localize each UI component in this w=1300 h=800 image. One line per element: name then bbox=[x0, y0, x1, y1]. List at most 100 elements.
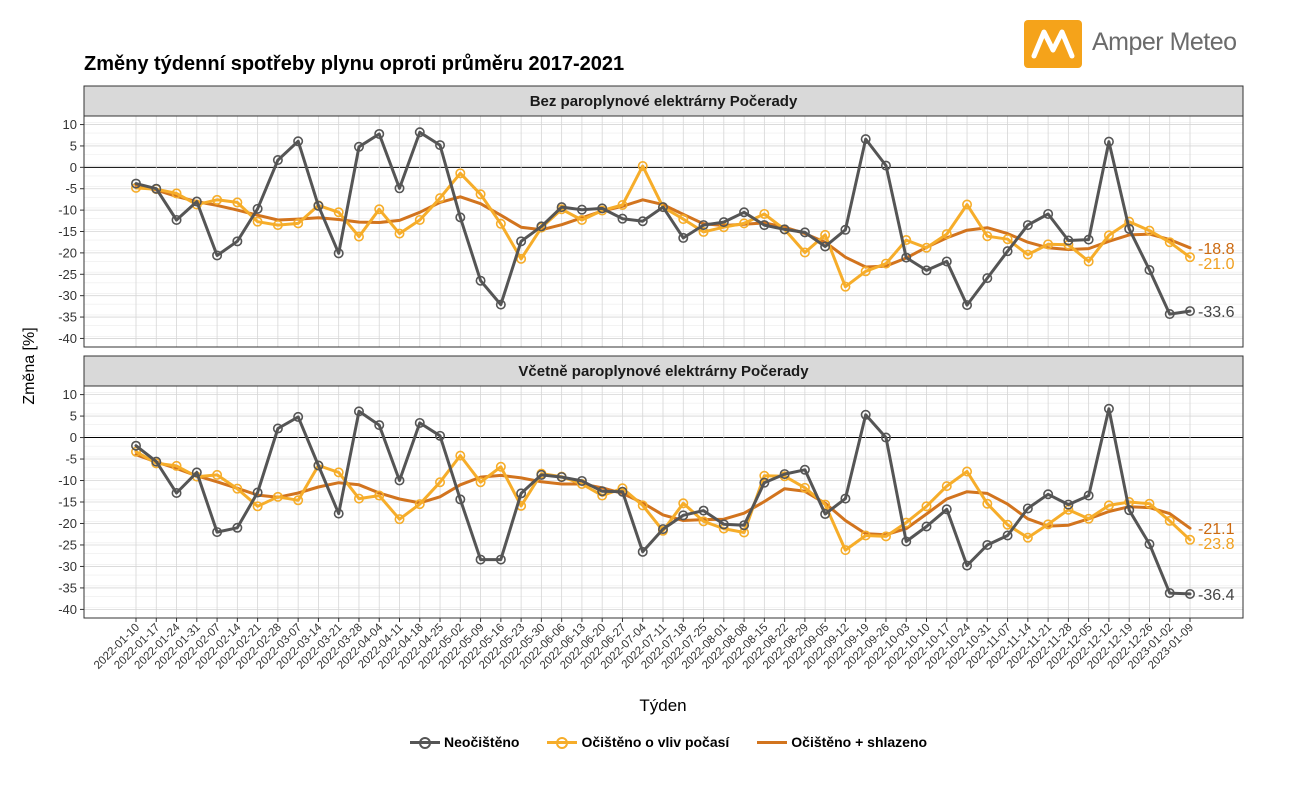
data-point bbox=[1022, 249, 1033, 260]
data-point bbox=[212, 250, 223, 261]
y-tick-label: -35 bbox=[58, 580, 77, 595]
data-point bbox=[860, 409, 871, 420]
data-point bbox=[475, 275, 486, 286]
end-value-label: -36.4 bbox=[1198, 587, 1235, 604]
data-point bbox=[840, 545, 851, 556]
data-point bbox=[962, 199, 973, 210]
y-tick-label: -30 bbox=[58, 288, 77, 303]
data-point bbox=[1002, 234, 1013, 245]
data-point bbox=[1185, 534, 1196, 545]
data-point bbox=[394, 475, 405, 486]
data-point bbox=[576, 475, 587, 486]
data-point bbox=[171, 460, 182, 471]
data-point bbox=[455, 168, 466, 179]
data-point bbox=[921, 521, 932, 532]
y-tick-label: -30 bbox=[58, 559, 77, 574]
data-point bbox=[880, 258, 891, 269]
data-point bbox=[1185, 252, 1196, 263]
data-point bbox=[941, 256, 952, 267]
data-point bbox=[252, 487, 263, 498]
data-point bbox=[1185, 306, 1196, 317]
y-tick-label: -15 bbox=[58, 495, 77, 510]
data-point bbox=[1002, 519, 1013, 530]
data-point bbox=[840, 493, 851, 504]
data-point bbox=[617, 486, 628, 497]
data-point bbox=[718, 217, 729, 228]
data-point bbox=[921, 242, 932, 253]
data-point bbox=[962, 560, 973, 571]
data-point bbox=[759, 477, 770, 488]
legend-swatch-ocisteno-pocasi bbox=[547, 734, 578, 750]
data-point bbox=[982, 539, 993, 550]
data-point bbox=[1144, 264, 1155, 275]
data-point bbox=[759, 470, 770, 481]
data-point bbox=[759, 220, 770, 231]
data-point bbox=[435, 430, 446, 441]
data-point bbox=[394, 514, 405, 525]
data-point bbox=[455, 450, 466, 461]
data-point bbox=[495, 218, 506, 229]
data-point bbox=[232, 197, 243, 208]
y-tick-label: -10 bbox=[58, 203, 77, 218]
data-point bbox=[272, 220, 283, 231]
data-point bbox=[171, 188, 182, 199]
end-value-label: -18.8 bbox=[1198, 241, 1235, 258]
data-point bbox=[293, 495, 304, 506]
data-point bbox=[982, 273, 993, 284]
data-point bbox=[1022, 532, 1033, 543]
panel-strip bbox=[83, 355, 1244, 387]
data-point bbox=[1083, 234, 1094, 245]
data-point bbox=[212, 527, 223, 538]
data-point bbox=[293, 136, 304, 147]
data-point bbox=[1144, 225, 1155, 236]
data-point bbox=[880, 531, 891, 542]
data-point bbox=[921, 265, 932, 276]
data-point bbox=[718, 519, 729, 530]
data-point bbox=[414, 499, 425, 510]
data-point bbox=[212, 194, 223, 205]
data-point bbox=[962, 466, 973, 477]
data-point bbox=[353, 493, 364, 504]
data-point bbox=[333, 508, 344, 519]
data-point bbox=[698, 226, 709, 237]
data-point bbox=[272, 155, 283, 166]
data-point bbox=[1164, 515, 1175, 526]
panel-title: Včetně paroplynové elektrárny Počerady bbox=[518, 363, 809, 380]
data-point bbox=[1164, 237, 1175, 248]
data-point bbox=[374, 204, 385, 215]
data-point bbox=[1083, 490, 1094, 501]
data-point bbox=[232, 236, 243, 247]
data-point bbox=[617, 213, 628, 224]
data-point bbox=[1164, 309, 1175, 320]
data-point bbox=[232, 483, 243, 494]
data-point bbox=[1083, 513, 1094, 524]
series-line bbox=[134, 130, 1192, 316]
data-point bbox=[860, 134, 871, 145]
data-point bbox=[637, 500, 648, 511]
data-point bbox=[1043, 519, 1054, 530]
amper-meteo-logo-icon bbox=[1024, 20, 1082, 68]
legend-swatch-ocisteno-shlazeno bbox=[757, 734, 788, 750]
data-point bbox=[191, 196, 202, 207]
data-point bbox=[374, 420, 385, 431]
data-point bbox=[1124, 223, 1135, 234]
data-point bbox=[394, 228, 405, 239]
data-point bbox=[941, 229, 952, 240]
data-point bbox=[475, 189, 486, 200]
data-point bbox=[739, 527, 750, 538]
data-point bbox=[1103, 230, 1114, 241]
y-tick-label: 5 bbox=[70, 138, 77, 153]
data-point bbox=[536, 221, 547, 232]
legend-label: Neočištěno bbox=[444, 734, 520, 750]
legend-label: Očištěno + shlazeno bbox=[791, 734, 928, 750]
y-tick-label: -20 bbox=[58, 516, 77, 531]
chart-title: Změny týdenní spotřeby plynu oproti prům… bbox=[84, 53, 625, 75]
data-point bbox=[739, 520, 750, 531]
data-point bbox=[1043, 239, 1054, 250]
data-point bbox=[617, 199, 628, 210]
series-line bbox=[134, 453, 1192, 537]
y-tick-label: 10 bbox=[63, 117, 77, 132]
data-point bbox=[293, 411, 304, 422]
data-point bbox=[860, 530, 871, 541]
legend-item-ocisteno-shlazeno: Očištěno + shlazeno bbox=[757, 734, 927, 750]
